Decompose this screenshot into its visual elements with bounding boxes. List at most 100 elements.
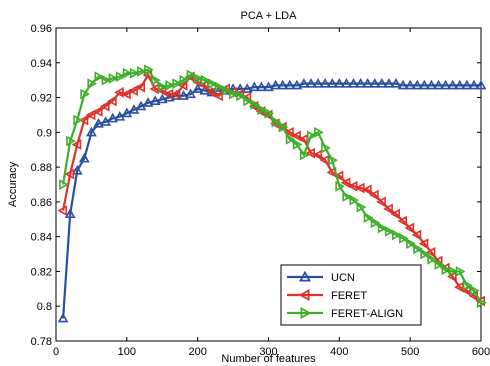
data-point <box>214 81 225 93</box>
data-point <box>427 253 438 265</box>
data-point <box>156 93 168 104</box>
data-point <box>390 77 402 88</box>
chart-title: PCA + LDA <box>241 10 298 22</box>
data-point <box>411 79 423 90</box>
data-point <box>349 194 360 206</box>
x-tick-label: 600 <box>472 346 490 358</box>
data-point <box>57 312 69 323</box>
data-point <box>413 243 423 255</box>
data-point <box>85 109 96 121</box>
data-point <box>250 99 260 110</box>
data-point <box>107 112 119 123</box>
legend-label: UCN <box>331 272 355 284</box>
data-point <box>57 205 68 216</box>
data-point <box>390 208 400 220</box>
data-point <box>73 114 83 126</box>
data-point <box>341 77 352 88</box>
data-point <box>114 111 126 121</box>
data-point <box>172 78 183 90</box>
data-point <box>469 285 480 296</box>
data-point <box>354 182 365 194</box>
data-point <box>229 88 239 100</box>
data-point <box>362 77 374 88</box>
data-point <box>64 208 76 219</box>
data-point <box>369 189 379 201</box>
data-point <box>462 279 473 291</box>
data-point <box>356 201 367 213</box>
data-point <box>384 226 395 237</box>
data-point <box>411 229 422 241</box>
data-point <box>399 233 409 244</box>
x-tick-label: 500 <box>401 346 419 358</box>
data-point <box>108 73 119 84</box>
data-point <box>137 66 147 77</box>
data-point <box>256 81 267 92</box>
data-point <box>298 77 310 88</box>
data-point <box>377 222 388 234</box>
data-point <box>363 212 374 223</box>
data-point <box>278 121 289 133</box>
data-point <box>418 238 429 249</box>
data-point <box>314 126 324 138</box>
data-point <box>100 116 111 126</box>
y-tick-label: 0.86 <box>31 197 52 209</box>
data-point <box>151 74 161 86</box>
data-point <box>312 149 323 161</box>
data-point <box>59 179 69 190</box>
data-point <box>122 67 133 79</box>
data-point <box>128 85 138 96</box>
data-point <box>101 74 112 86</box>
data-point <box>284 79 296 90</box>
data-point <box>333 170 344 182</box>
data-point <box>392 229 402 241</box>
legend-marker <box>298 288 310 302</box>
data-point <box>433 79 444 90</box>
data-point <box>71 164 83 175</box>
y-tick-label: 0.96 <box>31 23 52 35</box>
x-axis-label: Number of features <box>221 353 316 365</box>
data-point <box>328 154 338 166</box>
data-point <box>475 295 485 307</box>
data-point <box>271 116 282 128</box>
data-point <box>71 139 82 150</box>
data-point <box>128 104 140 114</box>
x-tick-label: 300 <box>259 346 277 358</box>
data-point <box>448 266 459 277</box>
data-point <box>257 104 268 116</box>
data-point <box>461 79 473 90</box>
data-point <box>200 74 211 86</box>
y-tick-label: 0.94 <box>31 58 52 70</box>
data-point <box>447 79 459 90</box>
data-point <box>241 83 253 93</box>
legend-label: FERET <box>331 290 367 302</box>
data-point <box>80 88 90 100</box>
data-point <box>362 184 372 196</box>
x-tick-label: 400 <box>330 346 348 358</box>
data-point <box>426 79 437 90</box>
data-point <box>178 90 189 100</box>
data-series <box>57 64 487 323</box>
data-point <box>348 77 359 88</box>
data-point <box>149 95 161 106</box>
data-point <box>93 117 104 128</box>
data-point <box>142 97 154 107</box>
data-point <box>319 77 331 88</box>
data-point <box>383 77 395 88</box>
axis-ticks: 0 100 200 300 400 500 600 0.78 0.8 0.82 0.84 0.86 0.… <box>31 23 490 358</box>
data-point <box>475 79 487 90</box>
data-point <box>170 88 181 100</box>
data-point <box>441 264 452 276</box>
data-point <box>335 180 345 192</box>
data-point <box>193 73 204 84</box>
data-point <box>404 79 416 90</box>
data-point <box>406 238 416 249</box>
data-point <box>477 297 487 309</box>
data-point <box>376 196 386 208</box>
data-point <box>291 79 303 90</box>
data-point <box>121 107 133 118</box>
data-point <box>418 79 430 90</box>
x-tick-label: 200 <box>188 346 206 358</box>
data-point <box>321 142 331 154</box>
data-point <box>158 81 168 93</box>
data-point <box>144 64 154 76</box>
